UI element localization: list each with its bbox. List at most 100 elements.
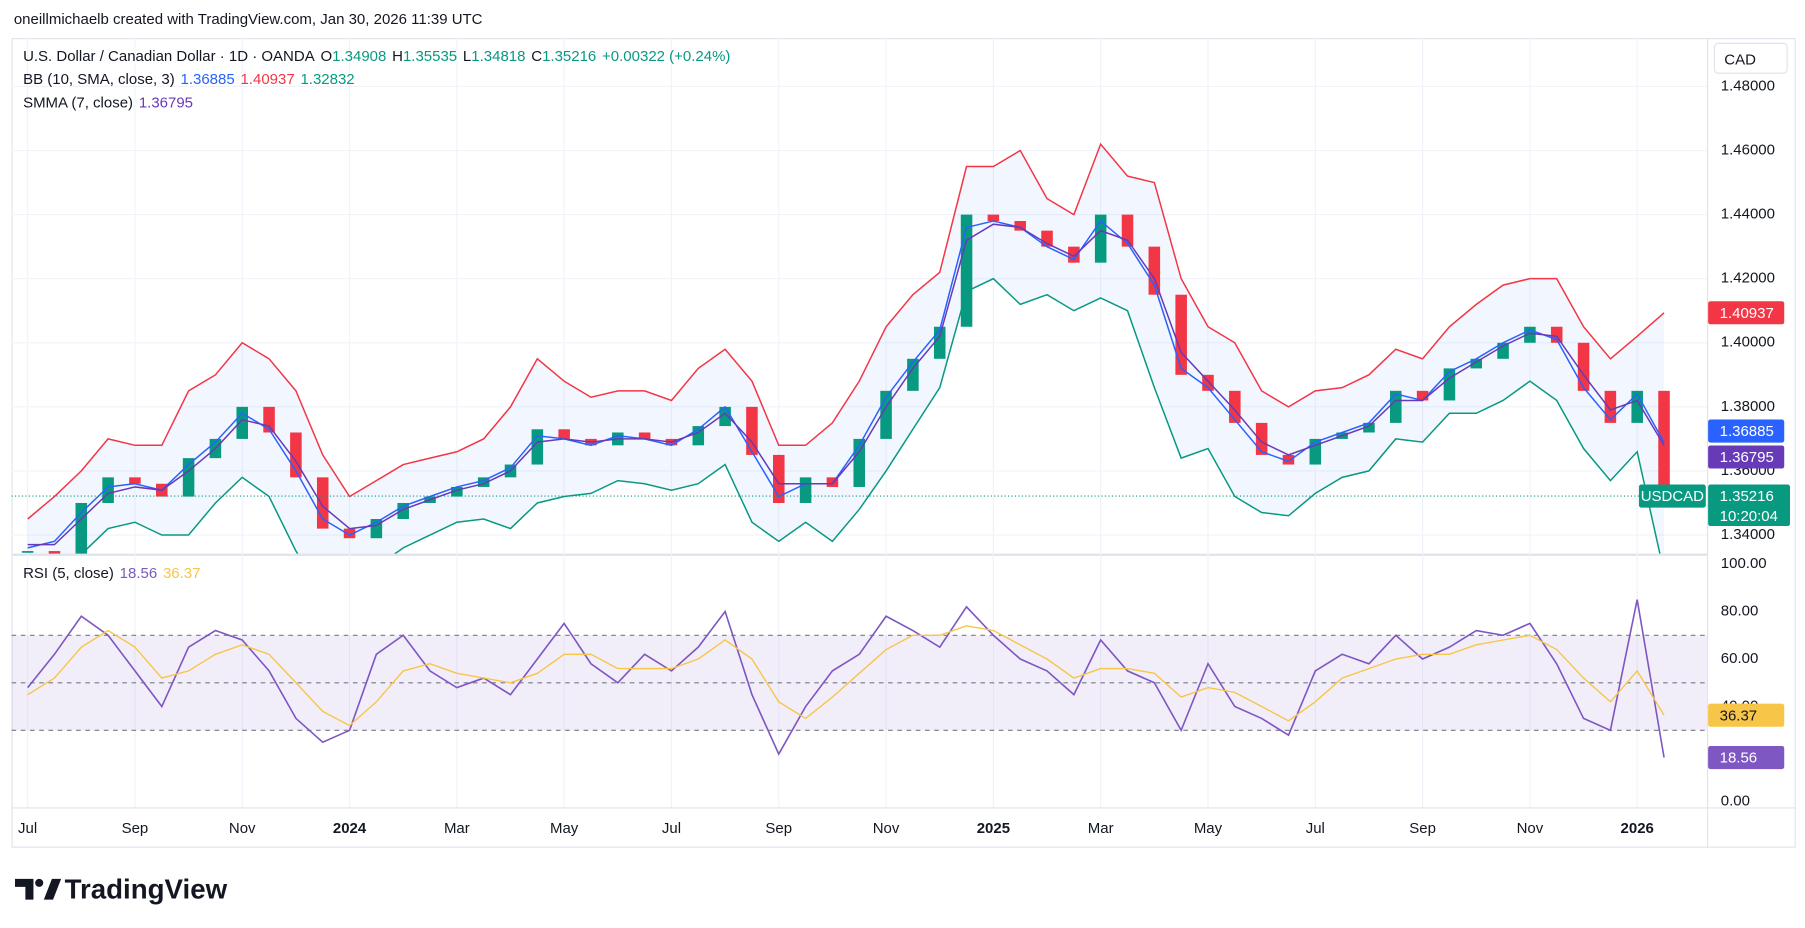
x-tick-label: Nov — [229, 820, 256, 837]
currency-button[interactable]: CAD — [1713, 42, 1788, 74]
candle — [907, 358, 919, 391]
candle — [129, 477, 141, 484]
candle — [1604, 390, 1617, 423]
candle — [1524, 326, 1536, 343]
symbol-title: U.S. Dollar / Canadian Dollar · 1D · OAN… — [23, 47, 315, 65]
candle — [1121, 214, 1134, 247]
last-price-tag — [1708, 484, 1790, 527]
rsi-tick-label: 80.00 — [1721, 602, 1759, 619]
ohlc-value: 1.35535 — [402, 47, 458, 65]
indicator-label: BB (10, SMA, close, 3) — [23, 70, 175, 88]
y-tick-label: 1.40000 — [1721, 334, 1775, 351]
candle — [48, 551, 61, 554]
x-tick-label: Jul — [18, 820, 37, 837]
candle — [236, 406, 249, 439]
ohlc-label: L — [462, 47, 472, 65]
candle — [1094, 214, 1107, 263]
candle — [290, 432, 302, 478]
x-tick-label: May — [1194, 820, 1223, 837]
y-tick-label: 1.38000 — [1721, 398, 1775, 415]
x-tick-label: Sep — [765, 820, 792, 837]
candle — [746, 406, 758, 455]
candle — [451, 486, 463, 497]
candle — [933, 326, 946, 359]
attribution: oneillmichaelb created with TradingView.… — [13, 10, 483, 28]
candle — [370, 519, 383, 539]
rsi-tick-label: 100.00 — [1721, 555, 1767, 572]
ohlc-label: O — [320, 47, 333, 65]
x-tick-label: Mar — [1088, 820, 1114, 837]
candle — [263, 406, 275, 433]
chart-frame — [11, 38, 1796, 848]
x-tick-label: Jul — [1306, 820, 1325, 837]
countdown-label: 10:20:04 — [1720, 508, 1778, 525]
candle — [1443, 368, 1456, 401]
bb-fill — [27, 144, 1665, 554]
candle — [1577, 342, 1590, 391]
last-price-label: 1.35216 — [1720, 488, 1774, 505]
candle — [1282, 454, 1295, 465]
candle — [102, 477, 114, 503]
candle — [1255, 422, 1268, 455]
x-tick-label: 2024 — [333, 820, 367, 837]
x-tick-label: 2026 — [1621, 820, 1654, 837]
legend-row: U.S. Dollar / Canadian Dollar · 1D · OAN… — [23, 45, 736, 68]
indicator-line — [27, 142, 1665, 520]
candle — [1416, 390, 1429, 401]
candle — [880, 390, 892, 439]
candle — [477, 477, 490, 487]
ohlc-label: H — [392, 47, 403, 65]
candle — [960, 214, 973, 327]
price-tag-label: 36.37 — [1720, 707, 1758, 724]
candle — [182, 458, 195, 497]
x-tick-label: 2025 — [977, 820, 1010, 837]
candle — [1363, 422, 1375, 433]
rsi-label: RSI (5, close) — [23, 563, 114, 582]
candle — [75, 502, 88, 554]
price-pane — [11, 85, 1707, 554]
price-tag-label: 1.36885 — [1720, 423, 1774, 440]
candle — [558, 429, 570, 439]
ohlc-value: 1.34818 — [471, 47, 526, 65]
indicator-line — [27, 219, 1665, 549]
price-tag — [1708, 301, 1785, 325]
ohlc-value: 1.34908 — [332, 47, 387, 65]
ticker-tag-label: USDCAD — [1641, 488, 1704, 505]
indicator-value: 1.32832 — [300, 70, 355, 88]
indicator-value: 1.40937 — [240, 70, 295, 88]
ticker-tag — [1638, 484, 1706, 508]
candle — [1229, 390, 1241, 423]
candle — [1390, 390, 1402, 423]
candle — [692, 426, 705, 446]
candle — [316, 477, 329, 529]
candle — [853, 438, 866, 487]
x-tick-label: Sep — [1409, 820, 1436, 837]
indicator-value: 1.36885 — [180, 70, 235, 88]
logo-icon — [14, 878, 62, 900]
indicator-line — [27, 223, 1665, 546]
indicator-line — [80, 277, 1661, 554]
rsi-tick-label: 60.00 — [1721, 650, 1759, 667]
x-tick-label: Nov — [1517, 820, 1544, 837]
y-tick-label: 1.48000 — [1721, 77, 1775, 94]
logo-text: TradingView — [64, 874, 228, 906]
price-tag-label: 18.56 — [1720, 750, 1758, 767]
legend-row: SMMA (7, close) 1.36795 — [23, 91, 736, 114]
x-tick-label: Mar — [444, 820, 470, 837]
candle — [531, 429, 544, 465]
candle — [987, 214, 1000, 222]
change: +0.00322 (+0.24%) — [602, 47, 731, 65]
candle — [638, 432, 651, 439]
price-tag — [1708, 703, 1785, 727]
candle — [1175, 294, 1187, 375]
rsi-legend: RSI (5, close) 18.56 36.37 — [23, 562, 206, 585]
rsi-value: 18.56 — [119, 563, 158, 582]
x-tick-label: Sep — [122, 820, 149, 837]
candle — [1550, 326, 1563, 343]
candle — [343, 528, 356, 539]
legend-row: BB (10, SMA, close, 3) 1.36885 1.40937 1.32… — [23, 68, 736, 91]
price-tag-label: 1.36795 — [1720, 449, 1774, 466]
candle — [1309, 438, 1322, 465]
